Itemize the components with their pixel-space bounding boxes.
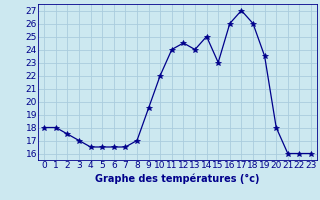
X-axis label: Graphe des températures (°c): Graphe des températures (°c) <box>95 173 260 184</box>
